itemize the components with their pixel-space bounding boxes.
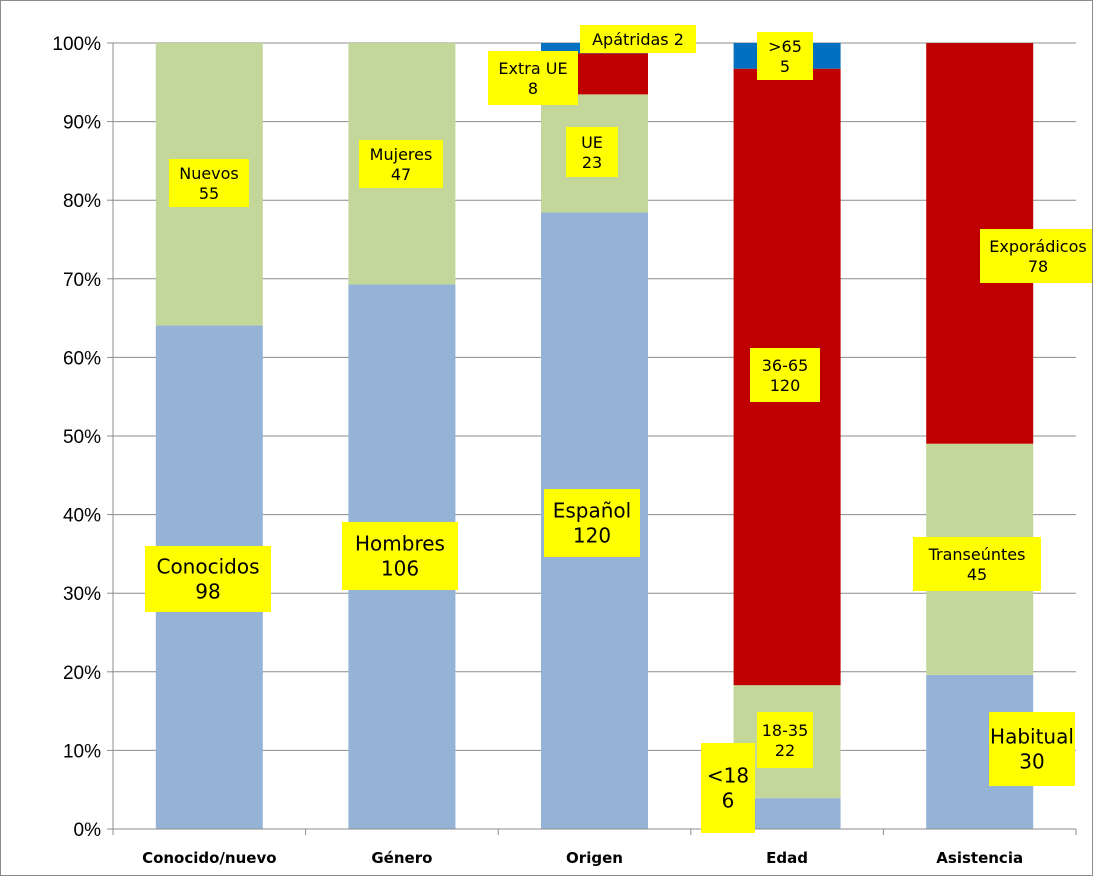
data-label-apatridas: Apátridas 2 — [580, 25, 696, 53]
label-value: 6 — [722, 789, 735, 813]
x-tick-label: Edad — [766, 849, 808, 867]
label-box — [980, 229, 1092, 283]
label-box — [169, 159, 249, 207]
label-value: 106 — [381, 557, 419, 581]
label-value: 45 — [967, 565, 987, 584]
label-value: 8 — [528, 79, 538, 98]
label-name: 18-35 — [762, 721, 809, 740]
y-tick-label: 60% — [63, 348, 101, 369]
label-box — [701, 743, 755, 833]
x-tick-label: Asistencia — [936, 849, 1023, 867]
label-box — [580, 25, 696, 53]
label-name: Mujeres — [370, 145, 433, 164]
label-value: 120 — [770, 376, 801, 395]
label-box — [566, 127, 618, 177]
label-name: <18 — [707, 764, 749, 788]
data-label-lt18: <186 — [701, 743, 755, 833]
y-tick-label: 30% — [63, 584, 101, 605]
label-box — [359, 140, 443, 188]
label-value: 30 — [1019, 750, 1044, 774]
label-box — [989, 712, 1075, 786]
label-name: UE — [581, 133, 603, 152]
y-tick-label: 80% — [63, 191, 101, 212]
label-value: 55 — [199, 184, 219, 203]
y-tick-label: 40% — [63, 506, 101, 527]
y-tick-label: 10% — [63, 741, 101, 762]
label-name: Español — [553, 499, 631, 523]
label-name: Extra UE — [498, 59, 567, 78]
label-text: Apátridas 2 — [592, 30, 684, 49]
y-axis: 0% 10% 20% 30% 40% 50% 60% 70% 80% 90% 100% — [52, 34, 114, 841]
label-name: >65 — [768, 37, 802, 56]
label-name: Nuevos — [179, 164, 239, 183]
label-value: 78 — [1028, 257, 1048, 276]
label-box — [488, 51, 578, 105]
y-tick-label: 50% — [63, 427, 101, 448]
label-box — [757, 712, 813, 768]
label-name: Transeúntes — [928, 545, 1026, 564]
label-box — [757, 32, 813, 80]
label-value: 120 — [573, 524, 611, 548]
x-tick-label: Género — [371, 849, 432, 867]
data-label-extra-ue: Extra UE8 — [488, 51, 578, 105]
y-tick-label: 100% — [52, 34, 101, 55]
label-name: Exporádicos — [989, 237, 1086, 256]
label-name: Hombres — [355, 532, 445, 556]
label-box — [342, 522, 458, 590]
label-name: 36-65 — [762, 356, 809, 375]
label-name: Conocidos — [156, 555, 259, 579]
label-box — [145, 546, 271, 612]
y-tick-label: 70% — [63, 270, 101, 291]
data-label-gt65: >655 — [757, 32, 813, 80]
label-box — [913, 537, 1041, 591]
x-axis: Conocido/nuevo Género Origen Edad Asistencia — [112, 828, 1077, 867]
label-value: 98 — [195, 580, 220, 604]
y-tick-label: 20% — [63, 663, 101, 684]
x-tick-label: Origen — [566, 849, 623, 867]
x-tick-label: Conocido/nuevo — [142, 849, 276, 867]
label-value: 47 — [391, 165, 411, 184]
label-value: 23 — [582, 153, 602, 172]
label-name: Habitual — [990, 725, 1074, 749]
y-tick-label: 0% — [74, 820, 102, 841]
label-value: 5 — [780, 57, 790, 76]
y-tick-label: 90% — [63, 113, 101, 134]
label-box — [544, 489, 640, 557]
label-value: 22 — [775, 741, 795, 760]
label-box — [750, 348, 820, 402]
